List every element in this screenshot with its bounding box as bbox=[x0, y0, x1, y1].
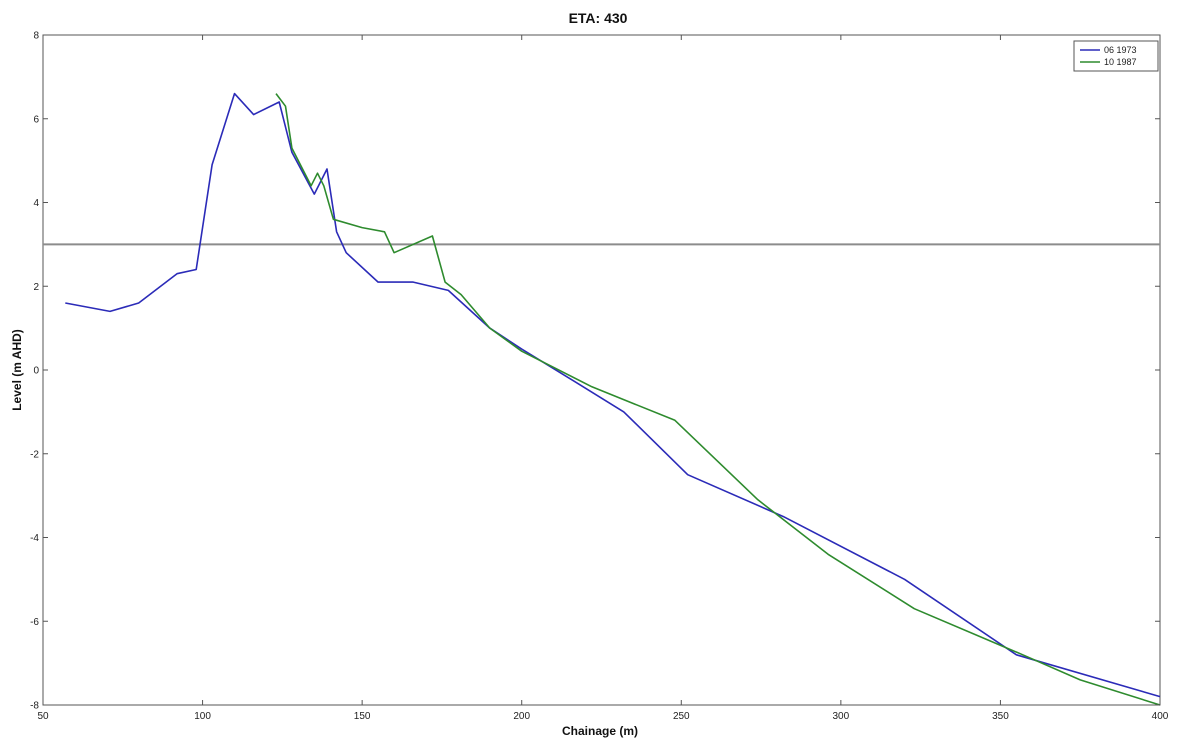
legend: 06 1973 10 1987 bbox=[1073, 40, 1159, 72]
y-tick-label: 8 bbox=[33, 31, 39, 42]
x-tick-label: 200 bbox=[513, 711, 530, 722]
y-tick-label: 0 bbox=[33, 366, 39, 377]
x-tick-label: 50 bbox=[37, 711, 49, 722]
plot-area bbox=[42, 34, 1161, 706]
legend-label-10-1987: 10 1987 bbox=[1104, 57, 1137, 67]
legend-box bbox=[1073, 40, 1159, 72]
chart-title: ETA: 430 bbox=[569, 10, 628, 26]
y-axis-title: Level (m AHD) bbox=[10, 329, 24, 411]
x-tick-label: 350 bbox=[992, 711, 1009, 722]
x-axis: 50 100 150 200 250 300 350 400 bbox=[37, 35, 1169, 722]
x-tick-label: 250 bbox=[673, 711, 690, 722]
series-layer bbox=[65, 92, 1161, 706]
y-tick-label: -6 bbox=[30, 617, 39, 628]
x-tick-label: 400 bbox=[1152, 711, 1169, 722]
y-tick-label: -4 bbox=[30, 533, 39, 544]
x-tick-label: 300 bbox=[833, 711, 850, 722]
y-tick-label: -2 bbox=[30, 449, 39, 460]
y-axis: -8 -6 -4 -2 0 2 4 6 8 bbox=[30, 31, 1160, 712]
series-line-10-1987 bbox=[275, 93, 1161, 706]
y-tick-label: 2 bbox=[33, 282, 39, 293]
x-axis-title: Chainage (m) bbox=[562, 724, 638, 738]
series-line-06-1973 bbox=[65, 92, 1161, 698]
y-tick-label: -8 bbox=[30, 701, 39, 712]
x-tick-label: 100 bbox=[194, 711, 211, 722]
x-tick-label: 150 bbox=[354, 711, 371, 722]
y-tick-label: 6 bbox=[33, 114, 39, 125]
y-tick-label: 4 bbox=[33, 198, 39, 209]
legend-label-06-1973: 06 1973 bbox=[1104, 45, 1137, 55]
